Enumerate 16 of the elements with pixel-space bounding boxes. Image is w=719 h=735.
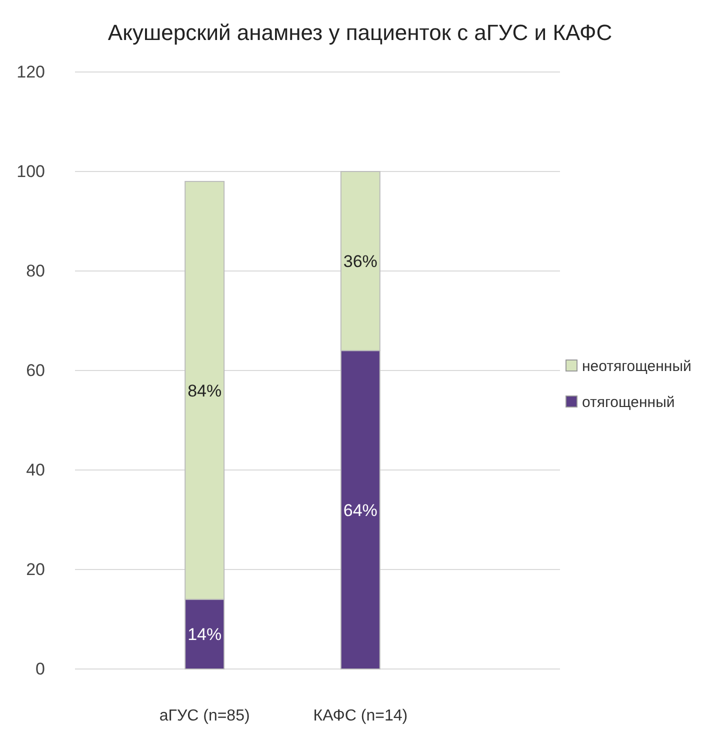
legend-label: неотягощенный <box>582 358 692 375</box>
y-tick-label: 60 <box>26 360 45 380</box>
y-tick-label: 80 <box>26 261 45 280</box>
y-tick-label: 100 <box>16 162 45 181</box>
data-label: 84% <box>188 381 222 400</box>
y-tick-label: 20 <box>26 560 45 579</box>
y-tick-label: 0 <box>36 659 45 678</box>
y-tick-label: 40 <box>26 460 45 480</box>
x-tick-label: КАФС (n=14) <box>313 707 408 724</box>
data-label: 64% <box>343 500 378 520</box>
chart-title: Акушерский анамнез у пациенток с аГУС и КАФС <box>108 20 612 45</box>
y-tick-label: 120 <box>16 62 45 82</box>
data-label: 14% <box>188 625 222 644</box>
x-tick-label: аГУС (n=85) <box>159 707 250 724</box>
legend-label: отягощенный <box>582 394 675 411</box>
data-label: 36% <box>343 252 378 272</box>
